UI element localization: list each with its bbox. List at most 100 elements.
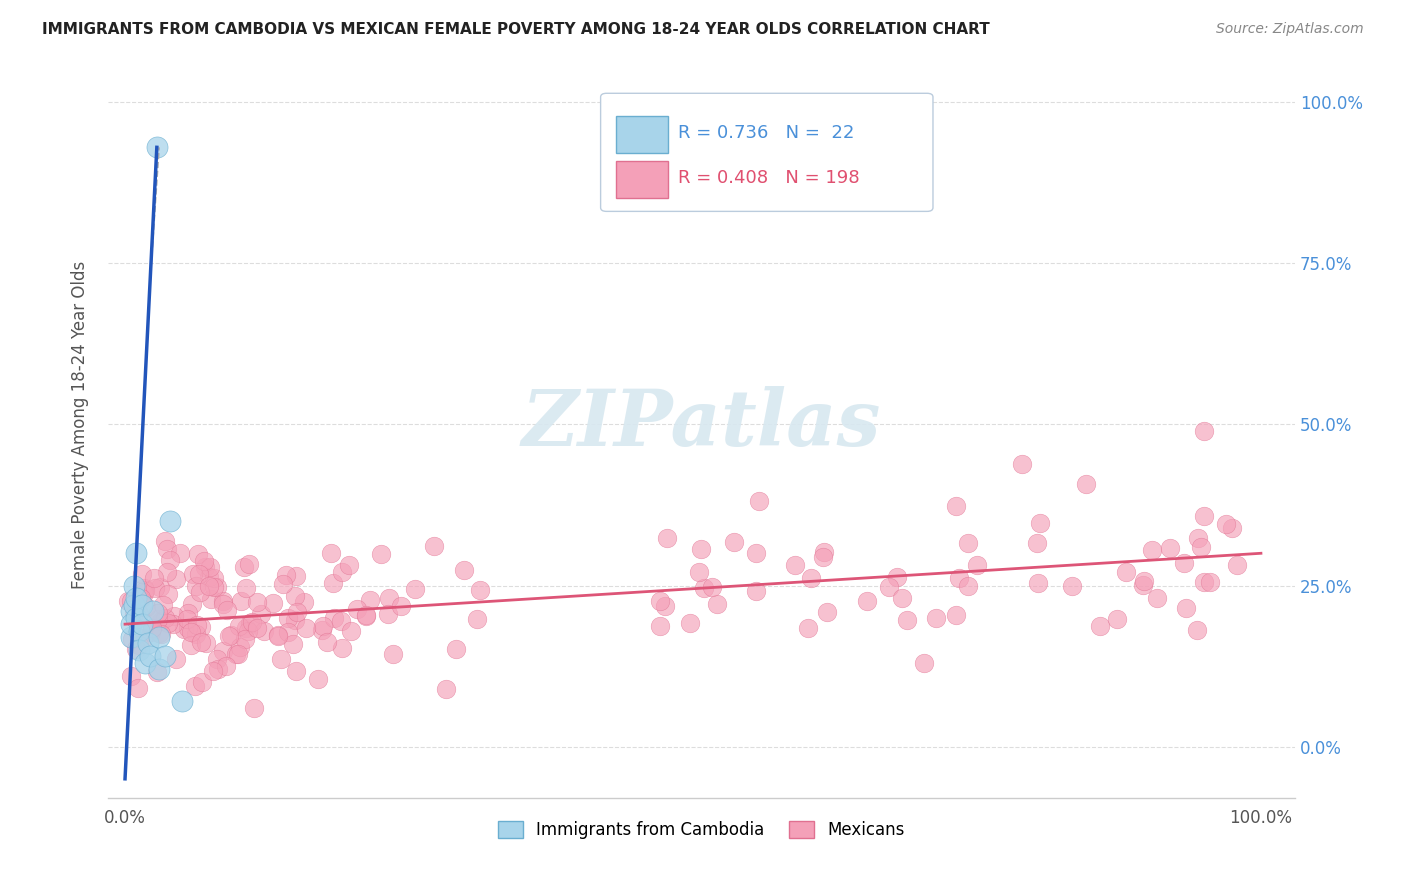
- Point: [377, 607, 399, 621]
- Point: [945, 499, 967, 513]
- Point: [120, 669, 142, 683]
- Point: [346, 602, 368, 616]
- Point: [1011, 458, 1033, 472]
- Point: [148, 625, 170, 640]
- Point: [219, 627, 242, 641]
- Point: [1185, 624, 1208, 638]
- Point: [267, 629, 290, 643]
- Point: [136, 636, 159, 650]
- Point: [125, 642, 148, 657]
- Point: [1088, 619, 1111, 633]
- Point: [212, 643, 235, 657]
- Point: [152, 599, 174, 613]
- Point: [190, 675, 212, 690]
- Point: [1187, 532, 1209, 546]
- Point: [190, 634, 212, 648]
- Point: [170, 694, 193, 708]
- Point: [446, 641, 468, 656]
- Point: [274, 568, 297, 582]
- Point: [1115, 565, 1137, 579]
- Point: [218, 630, 240, 644]
- Point: [1173, 556, 1195, 570]
- Point: [125, 611, 148, 625]
- Point: [966, 558, 988, 572]
- Point: [389, 599, 412, 614]
- Point: [173, 622, 195, 636]
- Point: [121, 632, 143, 646]
- Point: [153, 533, 176, 548]
- Point: [159, 553, 181, 567]
- Point: [945, 608, 967, 623]
- Point: [465, 612, 488, 626]
- Point: [205, 580, 228, 594]
- Y-axis label: Female Poverty Among 18-24 Year Olds: Female Poverty Among 18-24 Year Olds: [72, 260, 89, 589]
- Point: [132, 581, 155, 595]
- Legend: Immigrants from Cambodia, Mexicans: Immigrants from Cambodia, Mexicans: [491, 814, 912, 846]
- Point: [143, 571, 166, 585]
- Point: [146, 665, 169, 680]
- Point: [323, 611, 346, 625]
- Point: [267, 627, 290, 641]
- Point: [1140, 543, 1163, 558]
- Point: [129, 591, 152, 606]
- Point: [956, 579, 979, 593]
- Point: [1192, 574, 1215, 589]
- Point: [253, 624, 276, 638]
- Point: [1132, 578, 1154, 592]
- Point: [856, 593, 879, 607]
- Point: [1192, 509, 1215, 524]
- Point: [284, 589, 307, 603]
- Point: [226, 648, 249, 662]
- Point: [238, 558, 260, 572]
- Point: [215, 603, 238, 617]
- Point: [1146, 591, 1168, 605]
- Point: [340, 624, 363, 638]
- Point: [453, 563, 475, 577]
- Text: ZIPatlas: ZIPatlas: [522, 386, 882, 463]
- Point: [1029, 516, 1052, 531]
- Point: [122, 598, 145, 612]
- Point: [134, 585, 156, 599]
- Point: [783, 558, 806, 573]
- Point: [311, 624, 333, 638]
- Point: [169, 545, 191, 559]
- Point: [132, 631, 155, 645]
- Point: [181, 566, 204, 581]
- Point: [1222, 521, 1244, 535]
- Point: [657, 531, 679, 545]
- Point: [134, 583, 156, 598]
- Point: [243, 701, 266, 715]
- Point: [135, 600, 157, 615]
- Point: [294, 622, 316, 636]
- Point: [744, 584, 766, 599]
- Point: [1133, 574, 1156, 588]
- Point: [125, 546, 148, 560]
- Point: [890, 591, 912, 606]
- Point: [354, 608, 377, 623]
- Point: [948, 571, 970, 585]
- Point: [434, 681, 457, 696]
- Point: [1105, 611, 1128, 625]
- Point: [250, 607, 273, 621]
- Point: [156, 566, 179, 580]
- Point: [162, 616, 184, 631]
- Point: [706, 597, 728, 611]
- Point: [404, 582, 426, 597]
- Point: [184, 579, 207, 593]
- Point: [1175, 600, 1198, 615]
- Point: [176, 606, 198, 620]
- Point: [205, 652, 228, 666]
- Point: [800, 571, 823, 585]
- Point: [284, 569, 307, 583]
- Point: [337, 558, 360, 572]
- Point: [212, 594, 235, 608]
- Point: [177, 621, 200, 635]
- Point: [176, 612, 198, 626]
- Point: [1060, 579, 1083, 593]
- Point: [246, 621, 269, 635]
- Point: [211, 598, 233, 612]
- Point: [131, 617, 153, 632]
- FancyBboxPatch shape: [616, 161, 668, 198]
- Point: [693, 581, 716, 595]
- Point: [165, 572, 187, 586]
